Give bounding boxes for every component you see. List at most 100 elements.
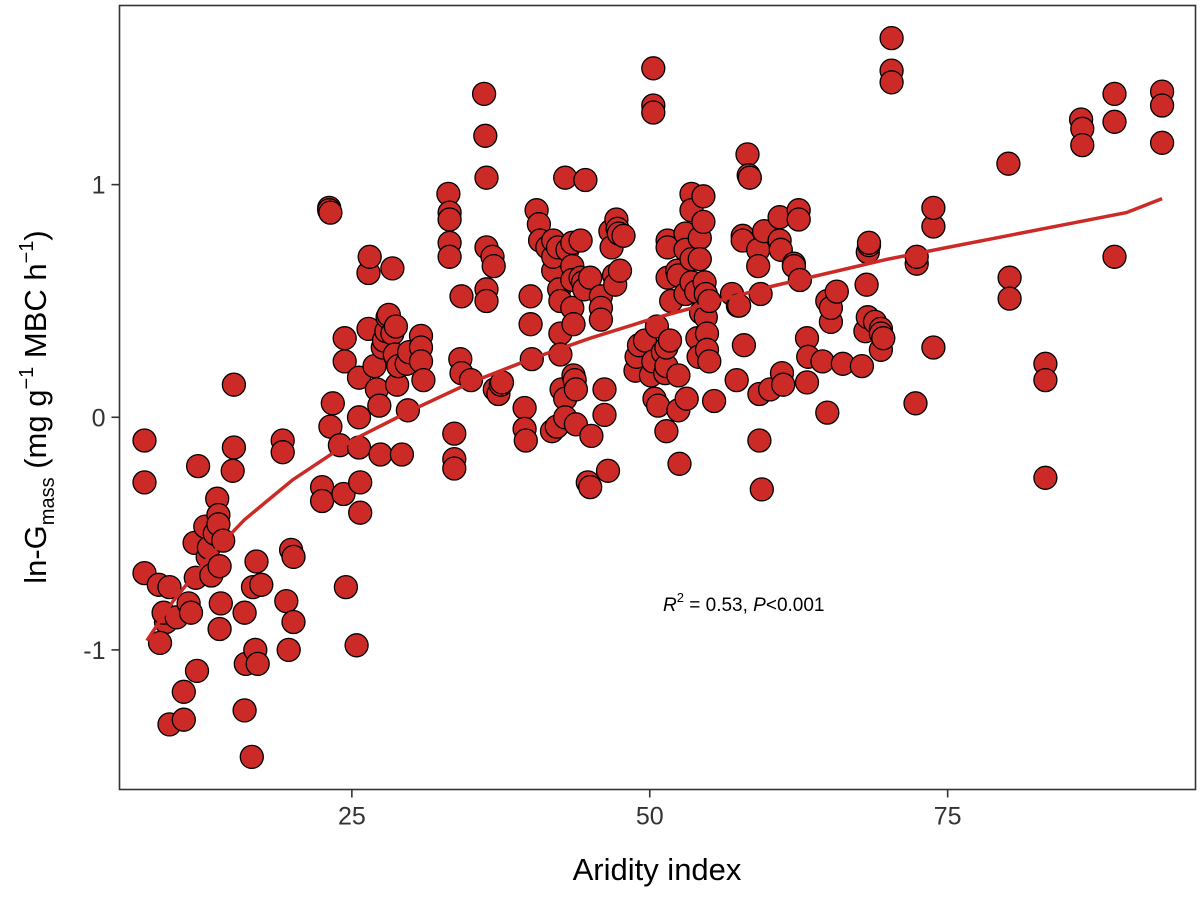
annotation-r-symbol: R	[663, 595, 677, 616]
data-point	[471, 81, 497, 107]
annotation-stats: R2 = 0.53, P<0.001	[663, 590, 825, 616]
data-point	[747, 428, 772, 453]
data-point	[879, 70, 904, 95]
data-point	[318, 200, 343, 225]
data-point	[171, 679, 196, 704]
data-point	[184, 658, 210, 684]
data-point	[645, 393, 671, 418]
data-point	[1070, 132, 1095, 158]
data-point	[332, 349, 357, 374]
data-point	[276, 637, 301, 663]
data-point	[1149, 93, 1175, 118]
y-axis-title: ln-Gmass (mg g−1 MBC h−1)	[16, 230, 59, 584]
data-point	[513, 428, 538, 453]
data-point	[331, 481, 356, 507]
data-point	[244, 549, 269, 574]
data-point	[794, 370, 820, 395]
points-layer	[132, 25, 1175, 770]
data-point	[578, 474, 603, 500]
data-point	[666, 363, 691, 388]
data-point	[132, 428, 157, 453]
data-point	[871, 326, 896, 351]
data-point	[1033, 465, 1058, 490]
data-point	[357, 244, 382, 269]
data-point	[232, 698, 257, 723]
data-point	[641, 100, 666, 125]
data-point	[333, 574, 359, 600]
data-point	[561, 312, 586, 337]
data-point	[518, 284, 543, 309]
data-point	[731, 333, 757, 358]
data-point	[996, 151, 1021, 176]
data-point	[171, 707, 196, 732]
data-point	[389, 442, 415, 467]
data-point	[249, 572, 274, 597]
annotation-p-value: <0.001	[766, 595, 825, 616]
data-point	[442, 421, 467, 446]
data-point	[849, 353, 875, 379]
data-point	[563, 377, 589, 402]
data-point	[691, 184, 716, 209]
y-title-middle2: MBC h	[18, 263, 53, 366]
data-point	[270, 440, 295, 465]
data-point	[921, 195, 946, 221]
data-point	[553, 165, 578, 190]
data-point	[332, 326, 357, 351]
data-point	[1102, 81, 1127, 107]
data-point	[512, 395, 537, 421]
y-tick-label: -1	[83, 637, 105, 665]
annotation-p-symbol: P	[753, 595, 766, 616]
annotation-r-value: = 0.53,	[684, 595, 753, 616]
data-point	[1102, 244, 1127, 269]
data-point	[701, 388, 727, 414]
data-point	[611, 223, 636, 248]
data-point	[810, 349, 835, 374]
data-point	[442, 456, 467, 481]
data-point	[232, 600, 257, 625]
data-point	[674, 386, 699, 411]
data-point	[368, 442, 393, 467]
data-point	[473, 123, 498, 148]
data-point	[824, 279, 849, 304]
data-point	[746, 253, 771, 279]
annotation-r-exponent: 2	[677, 590, 684, 605]
data-point	[771, 372, 796, 397]
data-point	[437, 207, 462, 232]
data-point	[579, 423, 604, 449]
data-point	[997, 265, 1022, 290]
data-point	[815, 400, 840, 425]
data-point	[737, 165, 762, 190]
y-title-suffix: )	[18, 230, 53, 240]
data-point	[578, 265, 603, 290]
x-tick-label: 25	[338, 803, 366, 831]
data-point	[346, 405, 372, 430]
data-point	[348, 470, 373, 495]
data-point	[281, 609, 306, 635]
data-point	[697, 349, 722, 374]
data-point	[132, 470, 157, 495]
y-title-middle: (mg g	[18, 390, 53, 478]
data-point	[687, 246, 712, 272]
x-tick-label: 75	[934, 803, 962, 831]
y-title-prefix: ln-G	[18, 525, 53, 584]
x-axis-title: Aridity index	[573, 852, 742, 887]
data-point	[592, 377, 617, 402]
y-tick-label: 1	[92, 172, 106, 200]
data-point	[367, 393, 392, 418]
data-point	[691, 209, 716, 235]
data-point	[449, 284, 474, 309]
y-title-sup2: −1	[16, 241, 38, 264]
data-point	[588, 307, 614, 332]
y-tick-label: 0	[92, 404, 106, 432]
data-point	[274, 588, 299, 614]
data-point	[1033, 367, 1058, 393]
data-point	[879, 25, 904, 51]
data-point	[856, 230, 882, 255]
data-point	[245, 651, 270, 677]
data-point	[657, 328, 683, 353]
y-title-sup1: −1	[16, 367, 38, 390]
data-point	[383, 314, 409, 339]
data-point	[185, 453, 211, 479]
data-point	[607, 258, 633, 283]
